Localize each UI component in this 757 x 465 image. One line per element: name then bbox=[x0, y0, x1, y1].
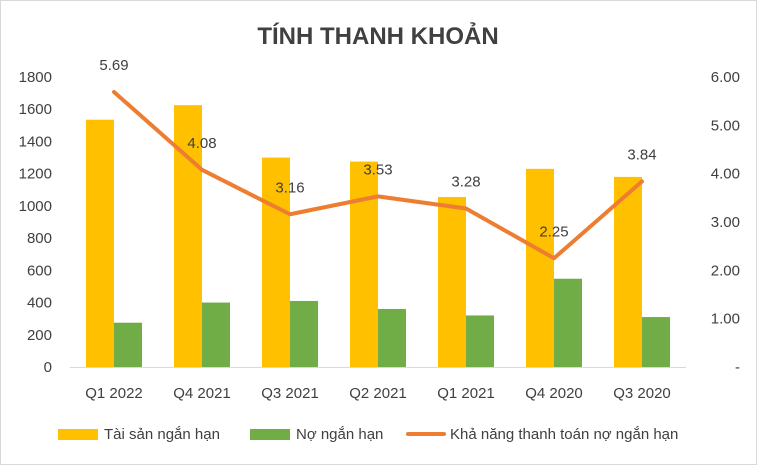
left-axis-ticks: 0 200 400 600 800 1000 1200 1400 1600 1800 bbox=[19, 69, 52, 376]
x-tick-label: Q1 2021 bbox=[437, 385, 495, 402]
right-tick-label: 5.00 bbox=[711, 117, 740, 134]
chart-title: TÍNH THANH KHOẢN bbox=[257, 21, 498, 50]
bar-tai-san-ngan-han bbox=[262, 157, 290, 367]
bar-no-ngan-han bbox=[290, 300, 318, 367]
ratio-data-label: 5.69 bbox=[99, 57, 128, 74]
right-tick-label: 6.00 bbox=[711, 69, 740, 86]
ratio-data-label: 3.84 bbox=[627, 146, 656, 163]
right-axis-ticks: - 1.00 2.00 3.00 4.00 5.00 6.00 bbox=[711, 69, 740, 376]
left-tick-label: 1400 bbox=[19, 133, 52, 150]
x-tick-label: Q3 2020 bbox=[613, 385, 671, 402]
bar-no-ngan-han bbox=[202, 302, 230, 367]
left-tick-label: 800 bbox=[27, 230, 52, 247]
right-tick-label: 4.00 bbox=[711, 166, 740, 183]
bar-no-ngan-han bbox=[554, 278, 582, 367]
legend-label: Khả năng thanh toán nợ ngắn hạn bbox=[450, 426, 678, 443]
left-tick-label: 0 bbox=[44, 359, 52, 376]
bar-no-ngan-han bbox=[466, 315, 494, 367]
x-tick-label: Q1 2022 bbox=[85, 385, 143, 402]
legend-label: Tài sản ngắn hạn bbox=[104, 426, 220, 443]
bar-no-ngan-han bbox=[378, 309, 406, 367]
ratio-line-path bbox=[112, 89, 644, 261]
left-tick-label: 1800 bbox=[19, 69, 52, 86]
ratio-data-label: 3.53 bbox=[363, 161, 392, 178]
legend-swatch bbox=[58, 429, 98, 440]
x-tick-label: Q4 2020 bbox=[525, 385, 583, 402]
data-labels: 5.69 4.08 3.16 3.53 3.28 2.25 3.84 bbox=[99, 57, 656, 240]
legend-label: Nợ ngắn hạn bbox=[296, 426, 383, 443]
legend: Tài sản ngắn hạn Nợ ngắn hạn Khả năng than… bbox=[58, 426, 678, 443]
legend-swatch bbox=[250, 429, 290, 440]
right-tick-label: 1.00 bbox=[711, 311, 740, 328]
bar-tai-san-ngan-han bbox=[350, 161, 378, 367]
ratio-line bbox=[112, 89, 644, 261]
ratio-data-label: 4.08 bbox=[187, 135, 216, 152]
left-tick-label: 200 bbox=[27, 327, 52, 344]
ratio-data-label: 3.28 bbox=[451, 173, 480, 190]
bar-tai-san-ngan-han bbox=[614, 176, 642, 367]
right-tick-label: 3.00 bbox=[711, 214, 740, 231]
bar-tai-san-ngan-han bbox=[526, 168, 554, 367]
left-tick-label: 1000 bbox=[19, 198, 52, 215]
bar-tai-san-ngan-han bbox=[438, 197, 466, 367]
x-axis: Q1 2022 Q4 2021 Q3 2021 Q2 2021 Q1 2021 Q4 20… bbox=[70, 367, 686, 402]
x-tick-label: Q4 2021 bbox=[173, 385, 231, 402]
left-tick-label: 600 bbox=[27, 262, 52, 279]
left-tick-label: 400 bbox=[27, 295, 52, 312]
ratio-data-label: 3.16 bbox=[275, 179, 304, 196]
bar-no-ngan-han bbox=[642, 317, 670, 367]
x-tick-label: Q3 2021 bbox=[261, 385, 319, 402]
bar-tai-san-ngan-han bbox=[86, 119, 114, 367]
bar-no-ngan-han bbox=[114, 322, 142, 367]
x-tick-label: Q2 2021 bbox=[349, 385, 407, 402]
right-tick-label: 2.00 bbox=[711, 262, 740, 279]
right-tick-label: - bbox=[735, 359, 740, 376]
ratio-data-label: 2.25 bbox=[539, 223, 568, 240]
left-tick-label: 1200 bbox=[19, 166, 52, 183]
left-tick-label: 1600 bbox=[19, 101, 52, 118]
